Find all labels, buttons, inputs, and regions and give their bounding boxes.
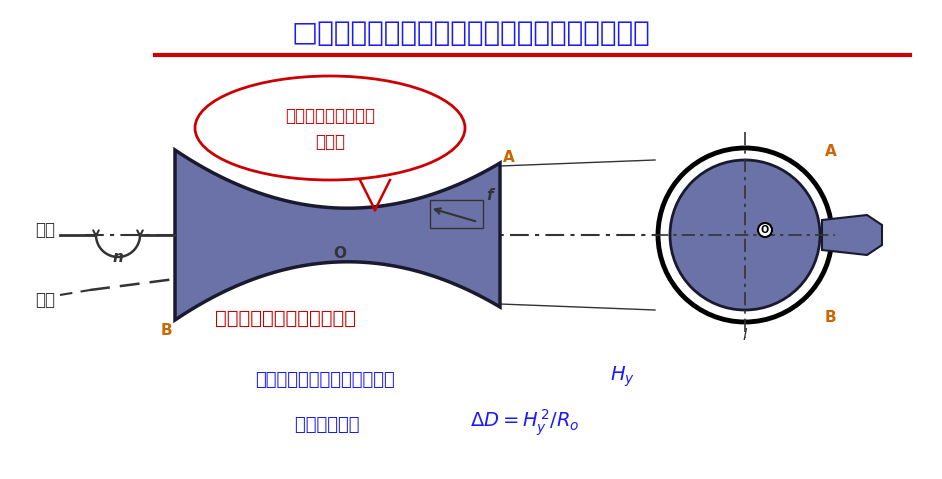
- Text: 例：导轨与主轴平行度误差：: 例：导轨与主轴平行度误差：: [255, 371, 395, 389]
- Polygon shape: [175, 150, 500, 320]
- Text: B: B: [825, 310, 836, 326]
- Text: 鞍形（轴剖面内为双曲线）: 鞍形（轴剖面内为双曲线）: [215, 308, 356, 328]
- Text: B: B: [160, 323, 172, 338]
- Text: 不平行: 不平行: [315, 133, 345, 151]
- Text: O: O: [333, 246, 347, 261]
- Text: O: O: [761, 225, 769, 235]
- Text: A: A: [503, 150, 514, 166]
- Text: 导轨: 导轨: [35, 291, 55, 309]
- Text: n: n: [112, 250, 123, 264]
- Text: □车床纵向导轨与主轴在垂直面内有平行度误差: □车床纵向导轨与主轴在垂直面内有平行度误差: [292, 19, 650, 47]
- Circle shape: [670, 160, 820, 310]
- Text: 主轴: 主轴: [35, 221, 55, 239]
- Text: l: l: [743, 328, 747, 342]
- Text: A: A: [825, 145, 836, 160]
- Circle shape: [658, 148, 832, 322]
- Ellipse shape: [195, 76, 465, 180]
- Text: f: f: [486, 189, 493, 204]
- Text: $H_y$: $H_y$: [610, 365, 635, 389]
- Text: 工件直径差：: 工件直径差：: [295, 416, 372, 434]
- Polygon shape: [822, 215, 882, 255]
- Text: 正视图上导轨与主轴: 正视图上导轨与主轴: [285, 107, 375, 125]
- Text: $\Delta D = H_y^{\,2}/R_o$: $\Delta D = H_y^{\,2}/R_o$: [470, 408, 579, 438]
- Circle shape: [758, 223, 772, 237]
